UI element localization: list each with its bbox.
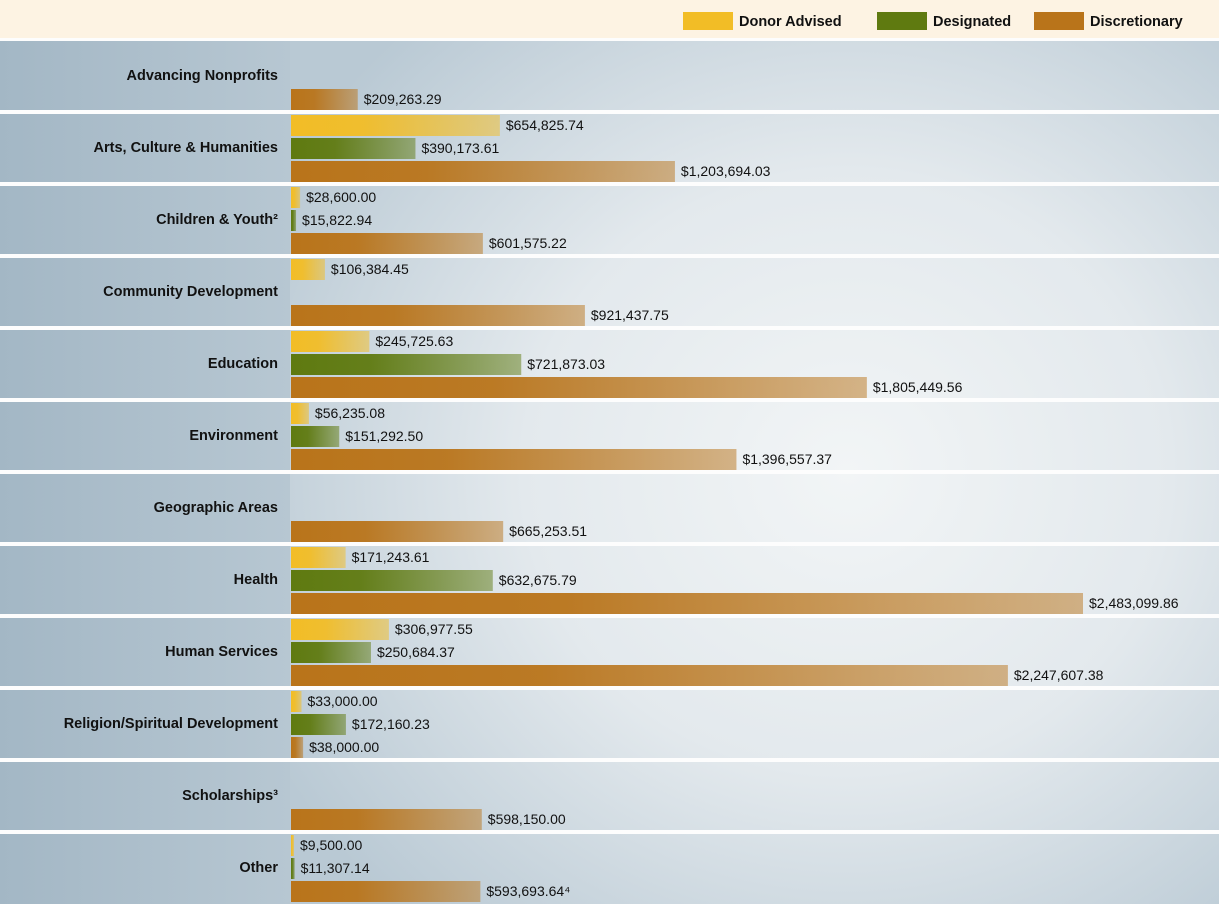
legend-swatch (1034, 12, 1084, 30)
value-label: $593,693.64⁴ (486, 883, 570, 899)
category-label: Children & Youth² (156, 212, 278, 228)
legend-swatch (877, 12, 927, 30)
value-label: $632,675.79 (499, 572, 577, 588)
bar (291, 835, 295, 856)
row-separator (0, 398, 1219, 402)
bar (291, 858, 295, 879)
row-separator (0, 542, 1219, 546)
value-label: $38,000.00 (309, 739, 379, 755)
value-label: $33,000.00 (308, 693, 378, 709)
row-separator (0, 182, 1219, 186)
bar (291, 665, 1008, 686)
value-label: $15,822.94 (302, 212, 372, 228)
value-label: $1,396,557.37 (742, 451, 832, 467)
bar (291, 331, 370, 352)
bar (291, 161, 675, 182)
legend-band (0, 0, 1219, 40)
value-label: $1,203,694.03 (681, 163, 771, 179)
bar (291, 809, 482, 830)
value-label: $209,263.29 (364, 91, 442, 107)
value-label: $306,977.55 (395, 621, 473, 637)
bar (291, 426, 340, 447)
bar (291, 593, 1083, 614)
row-separator (0, 326, 1219, 330)
value-label: $172,160.23 (352, 716, 430, 732)
row-separator (0, 614, 1219, 618)
bar (291, 691, 302, 712)
bar (291, 233, 483, 254)
bar (291, 714, 346, 735)
bar (291, 377, 867, 398)
bar (291, 881, 481, 902)
row-separator (0, 110, 1219, 114)
bar (291, 403, 309, 424)
category-label: Education (208, 356, 278, 372)
bar (291, 138, 416, 159)
value-label: $598,150.00 (488, 811, 566, 827)
value-label: $28,600.00 (306, 189, 376, 205)
bar (291, 187, 301, 208)
category-label: Arts, Culture & Humanities (94, 140, 279, 156)
category-label: Scholarships³ (182, 788, 278, 804)
row-separator (0, 254, 1219, 258)
value-label: $665,253.51 (509, 523, 587, 539)
row-separator (0, 830, 1219, 834)
category-label: Other (239, 860, 278, 876)
legend-label: Donor Advised (739, 14, 842, 30)
value-label: $1,805,449.56 (873, 379, 963, 395)
value-label: $9,500.00 (300, 837, 362, 853)
value-label: $921,437.75 (591, 307, 669, 323)
top-separator (0, 38, 1219, 41)
bar (291, 737, 304, 758)
bar (291, 521, 504, 542)
legend-label: Designated (933, 14, 1011, 30)
legend-swatch (683, 12, 733, 30)
category-label: Advancing Nonprofits (127, 68, 278, 84)
category-label: Geographic Areas (154, 500, 278, 516)
value-label: $106,384.45 (331, 261, 409, 277)
bar (291, 547, 346, 568)
bar (291, 642, 371, 663)
category-label: Religion/Spiritual Development (64, 716, 278, 732)
bar (291, 259, 325, 280)
value-label: $601,575.22 (489, 235, 567, 251)
value-label: $2,483,099.86 (1089, 595, 1179, 611)
category-label: Health (234, 572, 278, 588)
row-separator (0, 758, 1219, 762)
row-separator (0, 686, 1219, 690)
value-label: $250,684.37 (377, 644, 455, 660)
value-label: $171,243.61 (352, 549, 430, 565)
bar (291, 619, 389, 640)
bar (291, 115, 500, 136)
bar (291, 570, 493, 591)
row-separator (0, 470, 1219, 474)
value-label: $654,825.74 (506, 117, 584, 133)
bar (291, 210, 297, 231)
bar (291, 449, 737, 470)
value-label: $2,247,607.38 (1014, 667, 1104, 683)
value-label: $245,725.63 (375, 333, 453, 349)
bar (291, 89, 358, 110)
bar (291, 305, 585, 326)
value-label: $151,292.50 (345, 428, 423, 444)
bar (291, 354, 522, 375)
category-label: Environment (189, 428, 278, 444)
value-label: $721,873.03 (527, 356, 605, 372)
value-label: $56,235.08 (315, 405, 385, 421)
legend-label: Discretionary (1090, 14, 1183, 30)
value-label: $390,173.61 (421, 140, 499, 156)
category-label: Community Development (103, 284, 278, 300)
category-label: Human Services (165, 644, 278, 660)
value-label: $11,307.14 (301, 860, 370, 876)
